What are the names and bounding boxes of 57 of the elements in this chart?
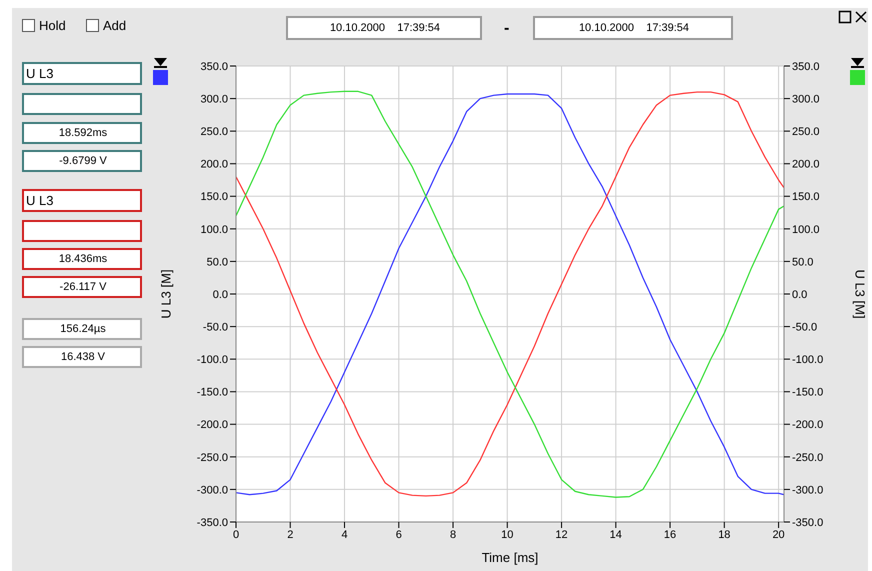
x-tick-label: 2 — [287, 528, 294, 541]
text: -26.117 V — [22, 276, 142, 298]
y2-tick-label: 50.0 — [792, 256, 814, 268]
y2-tick-label: -350.0 — [792, 516, 824, 529]
y-tick-label: 100.0 — [200, 224, 228, 236]
y2-tick-label: 0.0 — [792, 288, 808, 301]
y2-tick-label: -300.0 — [792, 484, 824, 496]
text: 10.10.2000 17:39:54 — [533, 16, 733, 40]
text: Hold — [39, 18, 66, 33]
x-tick-label: 4 — [341, 528, 348, 541]
x-tick-label: 20 — [772, 528, 785, 541]
y2-tick-label: -150.0 — [792, 386, 824, 399]
y2-tick-label: -100.0 — [792, 354, 824, 366]
text: 18.436ms — [22, 248, 142, 270]
y-tick-label: 300.0 — [200, 93, 228, 106]
text: 156.24µs — [22, 318, 142, 340]
y-tick-label: -200.0 — [196, 419, 228, 432]
text: - — [504, 20, 510, 38]
y-tick-label: 50.0 — [206, 256, 228, 268]
y-tick-label: -250.0 — [196, 452, 228, 464]
text: 18.592ms — [22, 122, 142, 144]
y2-tick-label: 200.0 — [792, 158, 820, 171]
y-tick-label: -350.0 — [196, 516, 228, 529]
y2-axis-title: U L3 [M] — [852, 269, 868, 319]
y-tick-label: -50.0 — [202, 321, 228, 334]
x-tick-label: 14 — [610, 528, 622, 541]
y2-tick-label: 250.0 — [792, 126, 820, 138]
x-tick-label: 18 — [718, 528, 730, 541]
text: U L3 — [22, 189, 142, 212]
x-tick-label: 0 — [232, 528, 240, 541]
x-axis-title: Time [ms] — [482, 550, 538, 565]
y-tick-label: 150.0 — [200, 191, 228, 204]
y-axis-title: U L3 [M] — [158, 269, 174, 319]
y-tick-label: 0.0 — [212, 288, 228, 301]
y2-tick-label: -50.0 — [792, 321, 818, 334]
x-tick-label: 16 — [664, 528, 676, 541]
y2-tick-label: 150.0 — [792, 191, 820, 204]
y-tick-label: -150.0 — [196, 386, 228, 399]
x-tick-label: 6 — [396, 528, 402, 541]
text: -9.6799 V — [22, 150, 142, 172]
y-tick-label: 200.0 — [200, 158, 228, 171]
y2-tick-label: 300.0 — [792, 93, 820, 106]
y-tick-label: 250.0 — [200, 126, 228, 138]
text: Add — [103, 18, 126, 33]
y2-tick-label: 100.0 — [792, 224, 820, 236]
y2-tick-label: -200.0 — [792, 419, 824, 432]
text: 16.438 V — [22, 346, 142, 368]
x-tick-label: 8 — [450, 528, 456, 541]
y-tick-label: -100.0 — [196, 354, 228, 366]
y2-tick-label: 350.0 — [792, 60, 820, 73]
text: U L3 — [22, 62, 142, 85]
y-tick-label: -300.0 — [196, 484, 228, 496]
y-tick-label: 350.0 — [200, 60, 228, 73]
text: 10.10.2000 17:39:54 — [286, 16, 482, 40]
y2-tick-label: -250.0 — [792, 452, 824, 464]
x-tick-label: 12 — [555, 528, 568, 541]
x-tick-label: 10 — [501, 528, 514, 541]
